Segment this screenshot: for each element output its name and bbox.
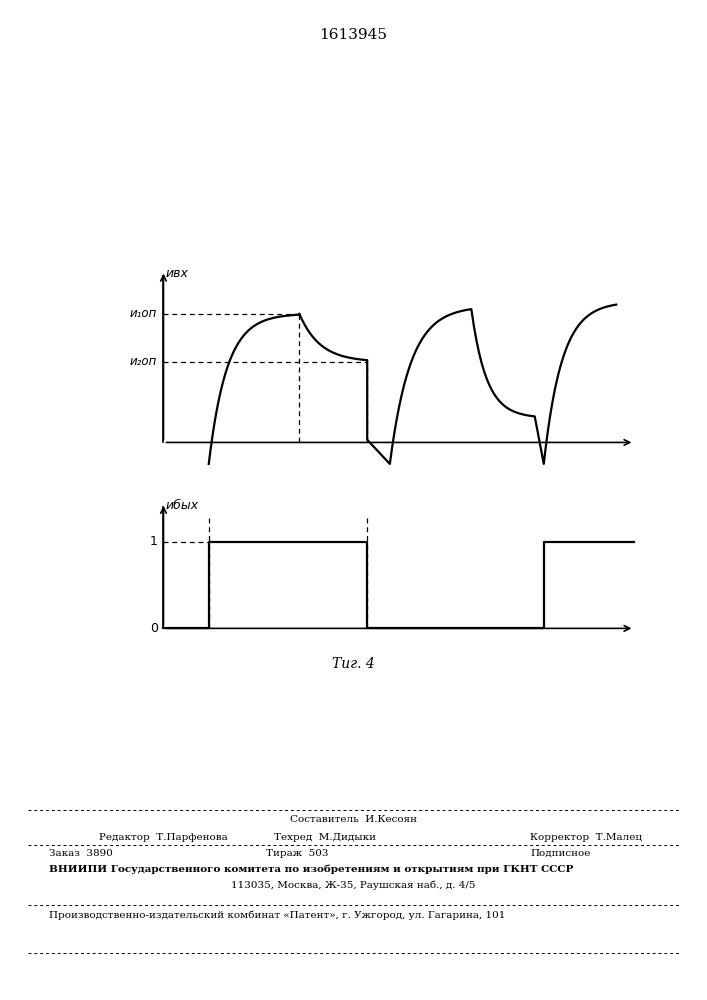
Text: Корректор  Т.Малец: Корректор Т.Малец — [530, 833, 643, 842]
Text: Заказ  3890: Заказ 3890 — [49, 849, 113, 858]
Text: и₁оп: и₁оп — [129, 307, 157, 320]
Text: ивх: ивх — [165, 267, 189, 280]
Text: Производственно-издательский комбинат «Патент», г. Ужгород, ул. Гагарина, 101: Производственно-издательский комбинат «П… — [49, 910, 506, 920]
Text: 113035, Москва, Ж-35, Раушская наб., д. 4/5: 113035, Москва, Ж-35, Раушская наб., д. … — [231, 881, 476, 890]
Text: 0: 0 — [150, 622, 158, 635]
Text: Τиг. 4: Τиг. 4 — [332, 657, 375, 671]
Text: ибых: ибых — [165, 499, 199, 512]
Text: Тираж  503: Тираж 503 — [266, 849, 328, 858]
Text: Подписное: Подписное — [530, 849, 590, 858]
Text: 1613945: 1613945 — [320, 28, 387, 42]
Text: 1: 1 — [150, 535, 158, 548]
Text: и₂оп: и₂оп — [129, 355, 157, 368]
Text: Составитель  И.Кесоян: Составитель И.Кесоян — [290, 815, 417, 824]
Text: ВНИИПИ Государственного комитета по изобретениям и открытиям при ГКНТ СССР: ВНИИПИ Государственного комитета по изоб… — [49, 865, 574, 874]
Text: Редактор  Т.Парфенова: Редактор Т.Парфенова — [99, 833, 228, 842]
Text: Техред  М.Дидыки: Техред М.Дидыки — [274, 833, 376, 842]
